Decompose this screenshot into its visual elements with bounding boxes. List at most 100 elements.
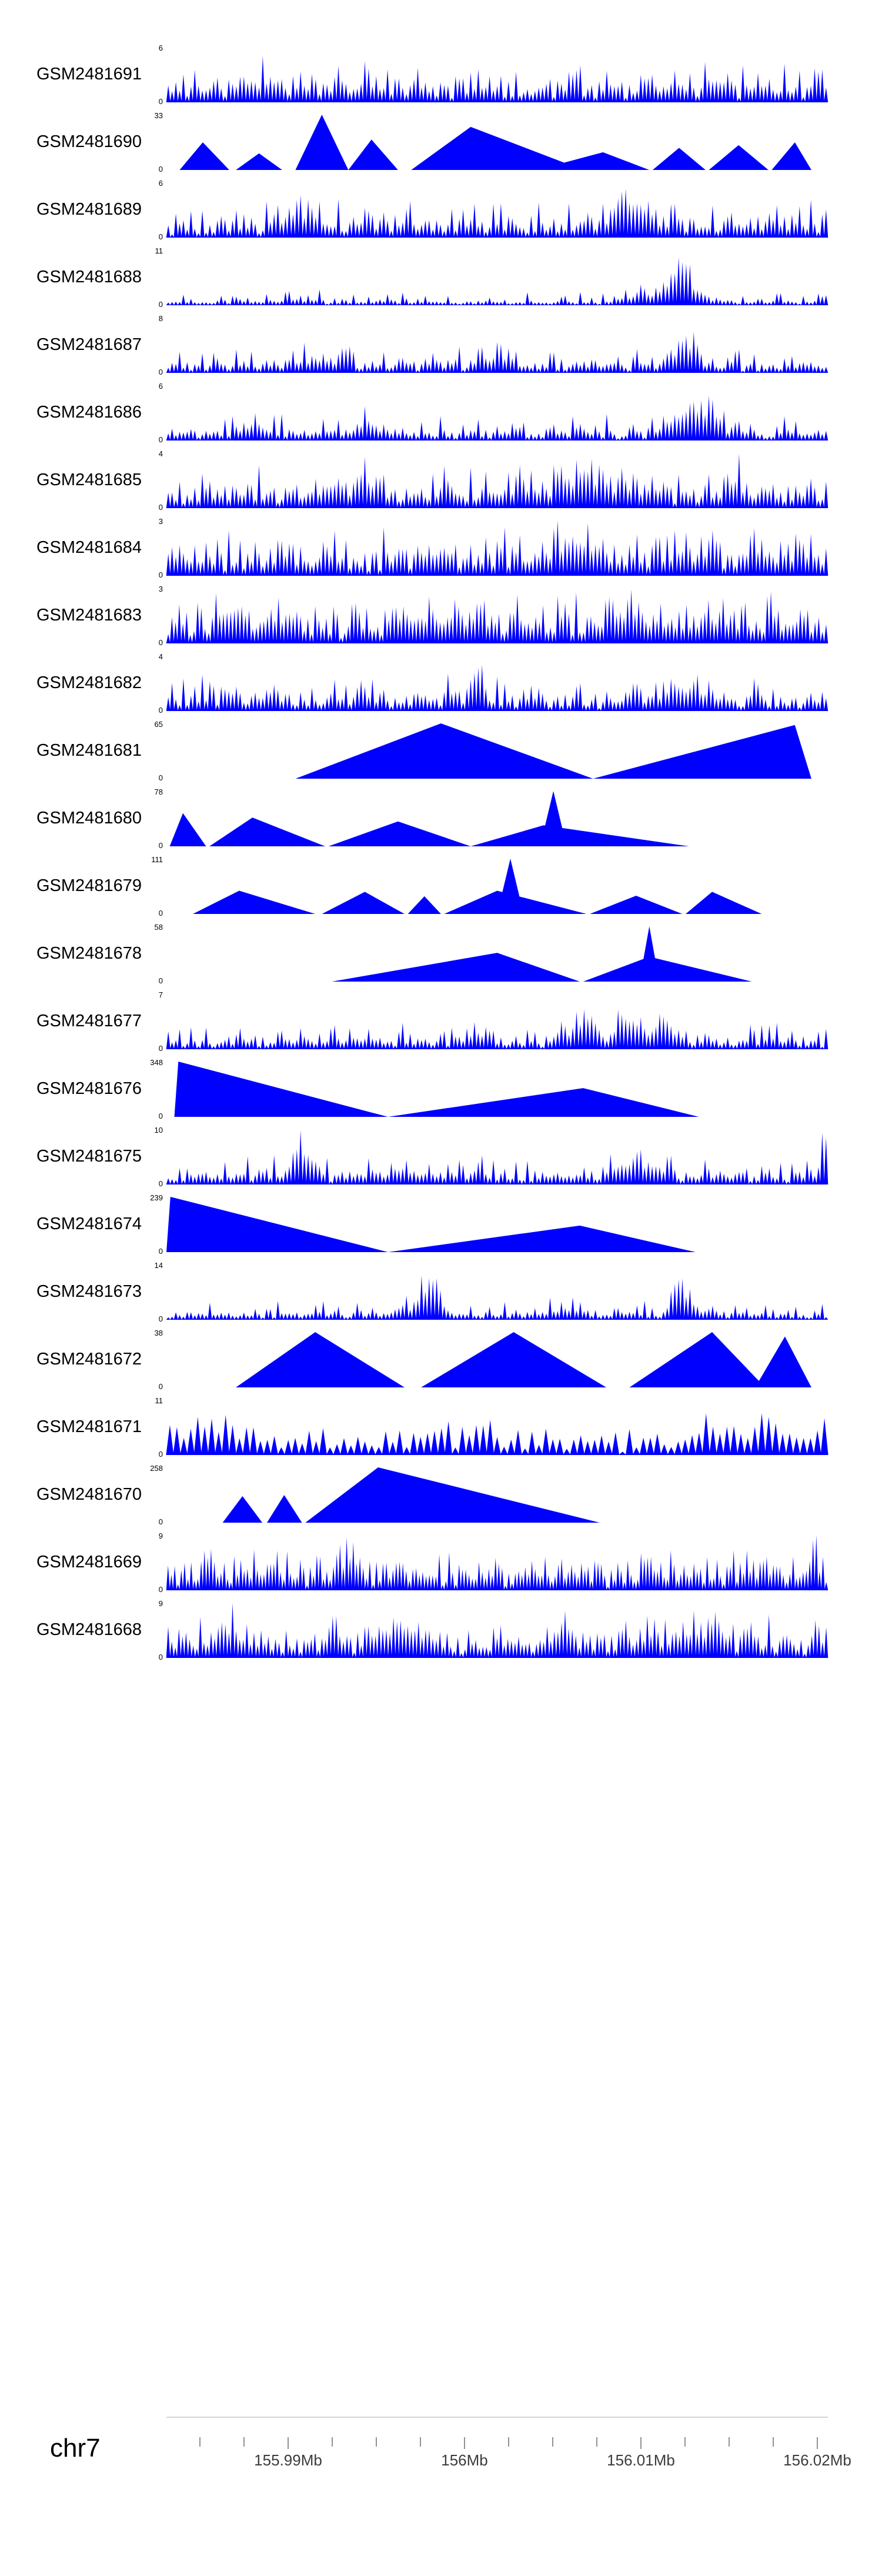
tracks-container: GSM2481691 6 0 GSM2481690 33 0 GSM248168… bbox=[0, 44, 882, 1670]
signal-area bbox=[169, 791, 689, 846]
track-ymax-label: 58 bbox=[154, 923, 163, 932]
track-signal-plot bbox=[236, 1332, 811, 1387]
track-signal-plot bbox=[179, 115, 811, 170]
track-label: GSM2481681 bbox=[36, 741, 142, 760]
track-label: GSM2481689 bbox=[36, 200, 142, 219]
track-ymin-label: 0 bbox=[158, 1653, 163, 1661]
signal-area bbox=[166, 520, 828, 576]
track-plot-area: 33 0 bbox=[155, 111, 828, 173]
signal-area bbox=[166, 453, 828, 508]
track-ymin-label: 0 bbox=[158, 1450, 163, 1459]
track-ymax-label: 6 bbox=[158, 382, 163, 391]
track-row: GSM2481680 78 0 bbox=[0, 788, 882, 859]
track-label: GSM2481684 bbox=[36, 538, 142, 557]
track-ymin-label: 0 bbox=[158, 1517, 163, 1526]
track-plot-area: 65 0 bbox=[155, 720, 828, 782]
track-plot-area: 4 0 bbox=[159, 652, 828, 715]
track-signal-plot bbox=[222, 1467, 600, 1523]
track-ymin-label: 0 bbox=[158, 1382, 163, 1391]
track-plot-area: 4 0 bbox=[159, 449, 828, 512]
track-label: GSM2481674 bbox=[36, 1214, 142, 1233]
track-ymin-label: 0 bbox=[158, 300, 163, 309]
track-signal-plot bbox=[166, 257, 828, 305]
track-label: GSM2481690 bbox=[36, 132, 142, 151]
track-row: GSM2481681 65 0 bbox=[0, 720, 882, 791]
track-plot-area: 9 0 bbox=[159, 1531, 828, 1594]
track-ymax-label: 9 bbox=[158, 1531, 163, 1540]
track-ymax-label: 4 bbox=[158, 449, 163, 458]
track-row: GSM2481684 3 0 bbox=[0, 517, 882, 588]
track-ymax-label: 348 bbox=[150, 1058, 163, 1067]
track-plot-area: 38 0 bbox=[155, 1329, 828, 1391]
track-label: GSM2481678 bbox=[36, 944, 142, 963]
track-ymin-label: 0 bbox=[158, 435, 163, 444]
track-signal-plot bbox=[332, 926, 752, 982]
track-plot-area: 258 0 bbox=[150, 1464, 828, 1526]
track-ymin-label: 0 bbox=[158, 841, 163, 850]
track-ymax-label: 33 bbox=[154, 111, 163, 120]
track-ymin-label: 0 bbox=[158, 503, 163, 512]
track-row: GSM2481688 11 0 bbox=[0, 246, 882, 318]
track-row: GSM2481673 14 0 bbox=[0, 1261, 882, 1332]
track-ymin-label: 0 bbox=[158, 706, 163, 715]
track-ymin-label: 0 bbox=[158, 165, 163, 173]
track-row: GSM2481679 111 0 bbox=[0, 855, 882, 926]
track-row: GSM2481676 348 0 bbox=[0, 1058, 882, 1129]
track-signal-plot bbox=[166, 188, 828, 238]
track-ymax-label: 6 bbox=[158, 179, 163, 188]
genome-axis-svg: 155.99Mb 156Mb 156.01Mb 156.02Mb bbox=[166, 2417, 851, 2469]
signal-area bbox=[166, 395, 828, 441]
track-plot-area: 239 0 bbox=[150, 1193, 828, 1256]
track-plot-area: 10 0 bbox=[155, 1126, 828, 1188]
track-row: GSM2481691 6 0 bbox=[0, 44, 882, 115]
signal-area bbox=[332, 926, 752, 982]
track-ymax-label: 11 bbox=[155, 1396, 163, 1405]
track-label: GSM2481687 bbox=[36, 335, 142, 354]
track-row: GSM2481685 4 0 bbox=[0, 449, 882, 520]
track-label: GSM2481671 bbox=[36, 1417, 142, 1436]
track-row: GSM2481689 6 0 bbox=[0, 179, 882, 250]
track-label: GSM2481683 bbox=[36, 606, 142, 625]
signal-area bbox=[166, 332, 828, 373]
track-ymin-label: 0 bbox=[158, 1044, 163, 1053]
track-signal-plot bbox=[166, 1130, 828, 1184]
track-ymax-label: 65 bbox=[154, 720, 163, 729]
track-label: GSM2481669 bbox=[36, 1553, 142, 1571]
track-ymin-label: 0 bbox=[158, 909, 163, 917]
chromosome-label: chr7 bbox=[50, 2434, 101, 2462]
track-row: GSM2481690 33 0 bbox=[0, 111, 882, 182]
track-row: GSM2481671 11 0 bbox=[0, 1396, 882, 1467]
track-plot-area: 11 0 bbox=[155, 1396, 828, 1459]
track-signal-plot bbox=[166, 395, 828, 441]
track-plot-area: 3 0 bbox=[159, 517, 828, 579]
signal-area bbox=[166, 589, 828, 643]
track-plot-area: 111 0 bbox=[151, 855, 828, 917]
track-label: GSM2481682 bbox=[36, 673, 142, 692]
axis-tick-label: 156.02Mb bbox=[783, 2451, 851, 2469]
track-signal-plot bbox=[166, 453, 828, 508]
track-label: GSM2481677 bbox=[36, 1012, 142, 1030]
signal-area bbox=[222, 1467, 600, 1523]
track-row: GSM2481670 258 0 bbox=[0, 1464, 882, 1535]
track-signal-plot bbox=[166, 1535, 828, 1590]
track-ymax-label: 111 bbox=[151, 855, 163, 864]
axis-tick-label: 156Mb bbox=[441, 2451, 488, 2469]
track-row: GSM2481678 58 0 bbox=[0, 923, 882, 994]
track-row: GSM2481669 9 0 bbox=[0, 1531, 882, 1603]
signal-area bbox=[166, 1009, 828, 1049]
signal-area bbox=[166, 1130, 828, 1184]
track-plot-area: 11 0 bbox=[155, 246, 828, 309]
track-label: GSM2481688 bbox=[36, 268, 142, 286]
track-ymin-label: 0 bbox=[158, 1112, 163, 1120]
track-plot-area: 348 0 bbox=[150, 1058, 828, 1120]
track-ymax-label: 6 bbox=[158, 44, 163, 52]
signal-area bbox=[236, 1332, 811, 1387]
track-plot-area: 8 0 bbox=[159, 314, 828, 376]
track-row: GSM2481682 4 0 bbox=[0, 652, 882, 723]
signal-area bbox=[166, 188, 828, 238]
signal-area bbox=[166, 1413, 828, 1455]
signal-area bbox=[166, 1197, 696, 1252]
track-label: GSM2481675 bbox=[36, 1147, 142, 1166]
track-row: GSM2481683 3 0 bbox=[0, 585, 882, 656]
track-plot-area: 6 0 bbox=[159, 382, 828, 444]
